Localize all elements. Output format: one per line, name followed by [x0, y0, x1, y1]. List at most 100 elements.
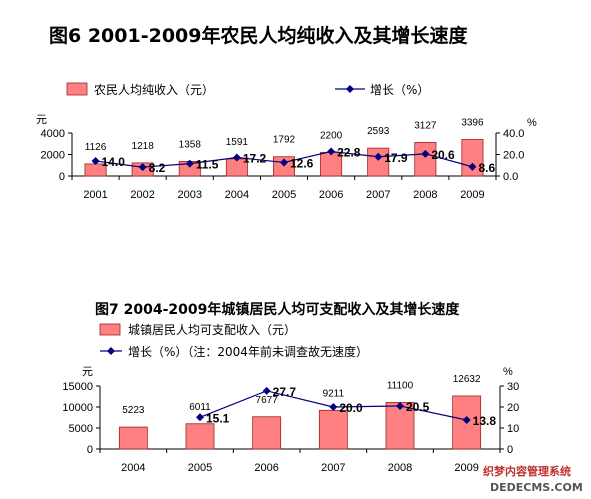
chart-1-line-series	[91, 147, 477, 172]
legend-1-bar-label: 农民人均纯收入（元）	[94, 83, 214, 97]
right-tick-label: 0	[507, 444, 513, 456]
chart-2-axes: 0 5000 10000 15000 0 10 20 30 2004 2005 2006 2007 20…	[62, 381, 519, 474]
growth-value-label: 20.6	[431, 148, 455, 162]
x-tick-label: 2007	[321, 462, 345, 474]
growth-value-label: 8.2	[149, 161, 166, 175]
growth-point-2009	[462, 416, 471, 425]
bar-2008	[385, 401, 415, 450]
x-tick-label: 2009	[454, 462, 478, 474]
bar-value-label: 1358	[179, 139, 202, 150]
growth-value-label: 14.0	[102, 155, 126, 169]
growth-point-2008	[396, 401, 404, 410]
growth-value-label: 17.9	[384, 151, 408, 165]
watermark-line-1: 织梦内容管理系统	[483, 464, 571, 478]
left-tick-label: 2000	[41, 150, 65, 162]
x-tick-label: 2006	[319, 189, 343, 201]
growth-value-label: 17.2	[243, 152, 267, 166]
bar-value-label: 7677	[256, 395, 279, 406]
legend-2-line-marker	[107, 347, 115, 355]
x-tick-label: 2007	[366, 189, 390, 201]
chart-1-legend: 农民人均纯收入（元） 增长（%）	[66, 82, 429, 97]
chart-2-data-labels: 5223 6011 7677 9211 11100 12632 15.1 27.7 20.0 20…	[122, 374, 496, 428]
growth-value-label: 20.0	[339, 401, 363, 415]
bar-value-label: 5223	[122, 405, 145, 416]
growth-point-2005	[196, 413, 204, 422]
chart-1-title: 图6 2001-2009年农民人均纯收入及其增长速度	[49, 24, 468, 47]
bar-2009	[452, 395, 482, 450]
legend-2-line-label: 增长（%）（注：2004年前未调查故无速度）	[128, 344, 368, 359]
growth-value-label: 27.7	[273, 385, 297, 399]
x-tick-label: 2008	[413, 189, 437, 201]
legend-1-line-label: 增长（%）	[370, 83, 429, 97]
bar-2007	[318, 409, 348, 450]
left-tick-label: 4000	[41, 128, 65, 140]
x-tick-label: 2008	[388, 462, 412, 474]
x-tick-label: 2004	[121, 462, 145, 474]
right-tick-label: 40.0	[503, 128, 524, 140]
growth-value-label: 15.1	[206, 411, 230, 425]
growth-point-2008	[421, 149, 430, 158]
chart-2-title: 图7 2004-2009年城镇居民人均可支配收入及其增长速度	[95, 301, 460, 318]
bar-2004	[118, 426, 148, 450]
legend-2-bar-label: 城镇居民人均可支配收入（元）	[128, 323, 296, 337]
chart-1-data-labels: 1126 1218 1358 1591 1792 2200 2593 3127 3396 14.0…	[85, 117, 496, 175]
watermark-line-2: DEDECMS.COM	[490, 481, 583, 494]
growth-point-2009	[468, 162, 477, 171]
growth-value-label: 13.8	[473, 414, 497, 428]
x-tick-label: 2005	[188, 462, 212, 474]
chart-2-line-series	[196, 386, 471, 425]
chart-2-legend: 城镇居民人均可支配收入（元） 增长（%）（注：2004年前未调查故无速度）	[99, 323, 368, 359]
legend-1-line-marker	[346, 85, 354, 93]
bar-value-label: 12632	[453, 374, 481, 385]
left-tick-label: 5000	[69, 423, 93, 435]
left-tick-label: 0	[59, 171, 65, 183]
x-tick-label: 2006	[254, 462, 278, 474]
bar-2005	[185, 423, 215, 450]
bar-value-label: 3127	[414, 120, 437, 131]
bar-2009	[461, 139, 484, 177]
growth-point-2003	[185, 159, 194, 168]
watermark: 织梦内容管理系统 DEDECMS.COM	[483, 464, 583, 494]
right-tick-label: 30	[507, 381, 519, 393]
growth-value-label: 20.5	[406, 400, 430, 414]
left-tick-label: 15000	[62, 381, 93, 393]
bar-value-label: 3396	[461, 117, 484, 128]
bar-value-label: 2593	[367, 126, 390, 137]
chart-2-right-unit: %	[503, 366, 513, 378]
bar-2008	[414, 141, 437, 177]
growth-value-label: 22.8	[337, 145, 361, 159]
x-tick-label: 2005	[272, 189, 296, 201]
bar-value-label: 2200	[320, 130, 343, 141]
bar-value-label: 1591	[226, 137, 249, 148]
chart-2: 图7 2004-2009年城镇居民人均可支配收入及其增长速度 城镇居民人均可支配…	[62, 301, 519, 474]
x-tick-label: 2003	[178, 189, 202, 201]
legend-1-bar-swatch	[66, 82, 88, 96]
growth-point-2001	[91, 156, 100, 165]
bar-value-label: 9211	[323, 388, 345, 399]
bar-value-label: 1218	[132, 141, 155, 152]
chart-1-axes: 0 2000 4000 0.0 20.0 40.0 2001 2002 2003 2004 2005…	[41, 128, 525, 201]
chart-2-left-unit: 元	[82, 366, 93, 378]
x-tick-label: 2009	[460, 189, 484, 201]
x-tick-label: 2002	[130, 189, 154, 201]
chart-2-bars	[118, 395, 482, 450]
growth-value-label: 12.6	[290, 156, 314, 170]
x-tick-label: 2004	[225, 189, 249, 201]
growth-point-2006	[262, 386, 271, 395]
growth-point-2007	[329, 403, 338, 411]
growth-point-2007	[374, 152, 383, 161]
right-tick-label: 20.0	[503, 150, 524, 162]
legend-2-bar-swatch	[99, 323, 121, 336]
bar-value-label: 6011	[189, 402, 211, 413]
chart-1-left-unit: 元	[36, 114, 47, 126]
bar-2006	[252, 416, 282, 450]
chart-1: 图6 2001-2009年农民人均纯收入及其增长速度 农民人均纯收入（元） 增长…	[36, 24, 537, 201]
growth-point-2006	[327, 147, 336, 156]
left-tick-label: 10000	[62, 402, 93, 414]
bar-value-label: 1126	[85, 142, 107, 153]
growth-point-2004	[232, 153, 241, 162]
bar-2007	[367, 147, 390, 177]
x-tick-label: 2001	[83, 189, 107, 201]
left-tick-label: 0	[87, 444, 93, 456]
